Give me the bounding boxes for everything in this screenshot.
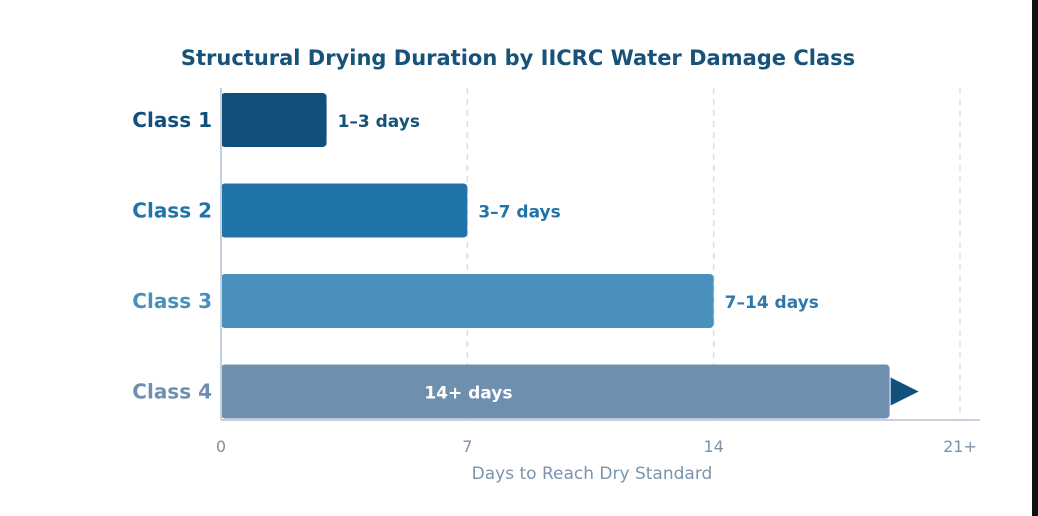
bar xyxy=(221,274,714,328)
bar-value-label: 7–14 days xyxy=(725,293,819,313)
bar xyxy=(221,364,890,419)
bar xyxy=(221,93,327,147)
x-tick-label: 14 xyxy=(703,437,723,456)
x-tick-label: 21+ xyxy=(943,437,977,456)
bar-value-label: 1–3 days xyxy=(338,112,420,132)
bars: Class 1 1–3 days Class 2 3–7 days Class 3 7–1… xyxy=(132,93,919,419)
x-axis-title: Days to Reach Dry Standard xyxy=(472,464,713,484)
axes xyxy=(220,88,980,421)
x-tick-labels: 0 7 14 21+ xyxy=(216,437,977,456)
x-tick-label: 7 xyxy=(462,437,472,456)
category-label: Class 2 xyxy=(132,199,212,223)
bar-value-label: 14+ days xyxy=(424,384,512,404)
open-ended-arrow xyxy=(890,377,919,406)
bar-value-label: 3–7 days xyxy=(478,203,560,223)
category-label: Class 3 xyxy=(132,289,212,313)
window-edge xyxy=(1032,0,1038,516)
chart-title: Structural Drying Duration by IICRC Wate… xyxy=(181,46,855,70)
category-label: Class 1 xyxy=(132,108,212,132)
x-tick-label: 0 xyxy=(216,437,226,456)
category-label: Class 4 xyxy=(132,380,212,404)
bar xyxy=(221,183,468,238)
